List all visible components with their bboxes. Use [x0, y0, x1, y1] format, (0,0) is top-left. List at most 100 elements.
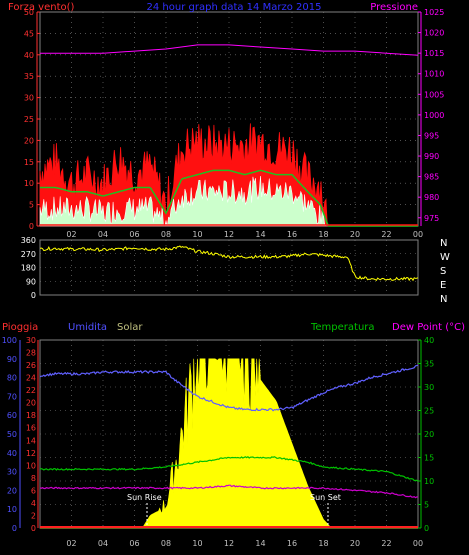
humidity-tick-label: 20 [7, 486, 17, 495]
direction-panel-grid [40, 239, 419, 296]
temp-tick-label: 20 [424, 430, 434, 439]
direction-tick-label: 0 [31, 291, 36, 300]
rain-tick-label: 20 [26, 399, 36, 408]
humidity-tick-label: 40 [7, 449, 17, 458]
rain-tick-label: 26 [26, 361, 36, 370]
wind-tick-label: 15 [24, 158, 34, 167]
temp-tick-label: 35 [424, 360, 434, 369]
humidity-tick-label: 80 [7, 374, 17, 383]
rain-label: Pioggia [2, 322, 38, 333]
humidity-tick-label: 0 [12, 524, 17, 533]
temperature-line [39, 456, 419, 482]
pressure-tick-label: 1000 [424, 111, 444, 120]
pressure-line [40, 44, 419, 56]
rain-tick-label: 18 [26, 411, 36, 420]
x-tick-label: 16 [287, 230, 297, 239]
pressure-tick-label: 995 [424, 131, 439, 140]
temp-tick-label: 25 [424, 407, 434, 416]
sunrise-label: Sun Rise [127, 493, 162, 502]
x-tick-label: 10 [192, 230, 202, 239]
humidity-tick-label: 10 [7, 505, 17, 514]
pressure-tick-label: 1005 [424, 90, 444, 99]
wind-tick-label: 20 [24, 136, 34, 145]
wind-avg-line [40, 169, 418, 227]
wind-series [39, 44, 419, 227]
x-tick-label: 04 [98, 230, 108, 239]
wind-speed-axis: 0 5 10 15 20 25 30 35 40 45 50 [24, 8, 40, 231]
rain-tick-label: 6 [31, 486, 36, 495]
humidity-tick-label: 60 [7, 411, 17, 420]
humidity-tick-label: 50 [7, 430, 17, 439]
wind-tick-label: 40 [24, 51, 34, 60]
humidity-tick-label: 30 [7, 468, 17, 477]
pressure-tick-label: 990 [424, 152, 439, 161]
x-tick-label: 08 [161, 539, 171, 548]
x-tick-label: 12 [224, 539, 234, 548]
wind-speed-label: Forza vento() [8, 2, 75, 13]
solar-area [40, 358, 418, 529]
solar-label: Solar [117, 322, 143, 333]
wind-tick-label: 5 [29, 201, 34, 210]
dew-point-line [39, 484, 419, 499]
pressure-tick-label: 1010 [424, 70, 444, 79]
rain-tick-label: 10 [26, 461, 36, 470]
compass-label: S [440, 266, 446, 277]
sunset-label: Sun Set [310, 493, 341, 502]
rain-tick-label: 24 [26, 374, 36, 383]
temp-tick-label: 30 [424, 383, 434, 392]
pressure-tick-label: 1020 [424, 29, 444, 38]
wind-tick-label: 25 [24, 115, 34, 124]
humidity-tick-label: 100 [2, 336, 17, 345]
x-tick-label: 00 [413, 230, 423, 239]
rain-tick-label: 8 [31, 474, 36, 483]
rain-tick-label: 30 [26, 336, 36, 345]
compass-label: N [440, 238, 447, 249]
rain-tick-label: 4 [31, 499, 36, 508]
pressure-tick-label: 975 [424, 214, 439, 223]
pressure-axis: 975 980 985 990 995 1000 1005 1010 1015 1020 1025 [418, 8, 444, 226]
rain-tick-label: 12 [26, 449, 36, 458]
x-tick-label: 12 [224, 230, 234, 239]
x-tick-label: 22 [381, 230, 391, 239]
rain-tick-label: 28 [26, 349, 36, 358]
pressure-tick-label: 1015 [424, 49, 444, 58]
direction-axis: 0 90 180 270 360 [21, 236, 36, 300]
humidity-line [39, 364, 419, 412]
graph-title: 24 hour graph data 14 Marzo 2015 [147, 2, 322, 13]
wind-direction-line [39, 245, 419, 282]
dew-point-label: Dew Point (°C) [392, 322, 465, 333]
rain-tick-label: 22 [26, 386, 36, 395]
x-tick-label: 20 [350, 230, 360, 239]
rain-tick-label: 2 [31, 511, 36, 520]
temp-tick-label: 10 [424, 477, 434, 486]
wind-tick-label: 50 [24, 8, 34, 17]
rain-tick-label: 16 [26, 424, 36, 433]
temp-tick-label: 15 [424, 454, 434, 463]
temp-tick-label: 5 [424, 501, 429, 510]
x-tick-label: 14 [255, 230, 265, 239]
x-tick-label: 18 [318, 230, 328, 239]
temperature-series [39, 358, 419, 529]
x-tick-label: 08 [161, 230, 171, 239]
humidity-label: Umidita [68, 322, 107, 333]
temp-tick-label: 40 [424, 336, 434, 345]
rain-tick-label: 0 [31, 524, 36, 533]
wind-tick-label: 35 [24, 72, 34, 81]
compass-label: N [440, 294, 447, 305]
temp-tick-label: 0 [424, 524, 429, 533]
x-tick-label: 02 [66, 230, 76, 239]
pressure-tick-label: 1025 [424, 8, 444, 17]
wind-panel-x-axis: 02 04 06 08 10 12 14 16 18 20 22 00 [66, 230, 423, 239]
x-tick-label: 06 [129, 230, 139, 239]
x-tick-label: 04 [98, 539, 108, 548]
wind-tick-label: 30 [24, 94, 34, 103]
direction-tick-label: 270 [21, 250, 36, 259]
temperature-panel-x-axis: 02 04 06 08 10 12 14 16 18 20 22 00 [66, 539, 423, 548]
wind-tick-label: 0 [29, 222, 34, 231]
rain-tick-label: 14 [26, 436, 36, 445]
wind-tick-label: 45 [24, 29, 34, 38]
